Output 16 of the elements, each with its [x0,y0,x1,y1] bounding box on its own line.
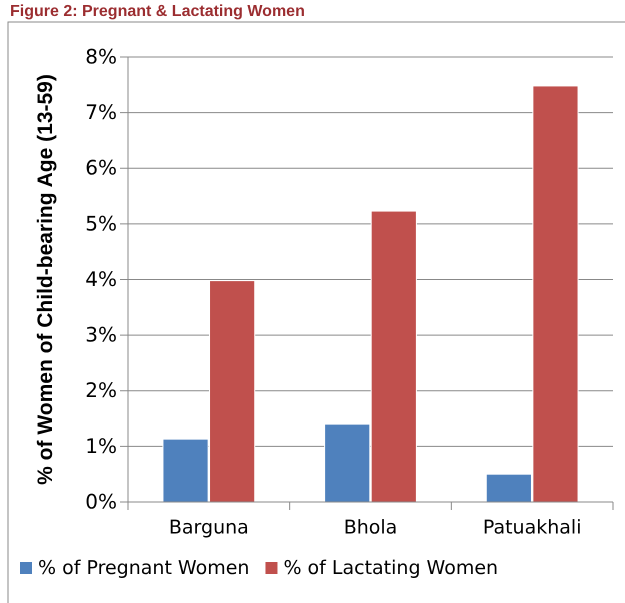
y-tick-label: 8% [85,44,117,68]
x-tick-label: Bhola [344,516,398,538]
legend-label: % of Pregnant Women [38,557,250,579]
y-tick-label: 1% [85,434,117,458]
y-tick-label: 6% [85,156,117,180]
x-tick-label: Barguna [168,516,249,538]
chart-title: Figure 2: Pregnant & Lactating Women [10,3,305,20]
y-tick-label: 7% [85,100,117,124]
y-tick-label: 3% [85,322,117,347]
y-tick-label: 4% [85,266,117,291]
x-tick-label: Patuakhali [482,516,582,538]
y-tick-label: 0% [85,489,117,514]
legend-label: % of Lactating Women [283,557,498,579]
y-tick-label: 5% [85,211,117,236]
y-tick-label: 2% [85,378,117,402]
y-axis-title: % of Women of Child-bearing Age (13-59) [34,74,57,485]
